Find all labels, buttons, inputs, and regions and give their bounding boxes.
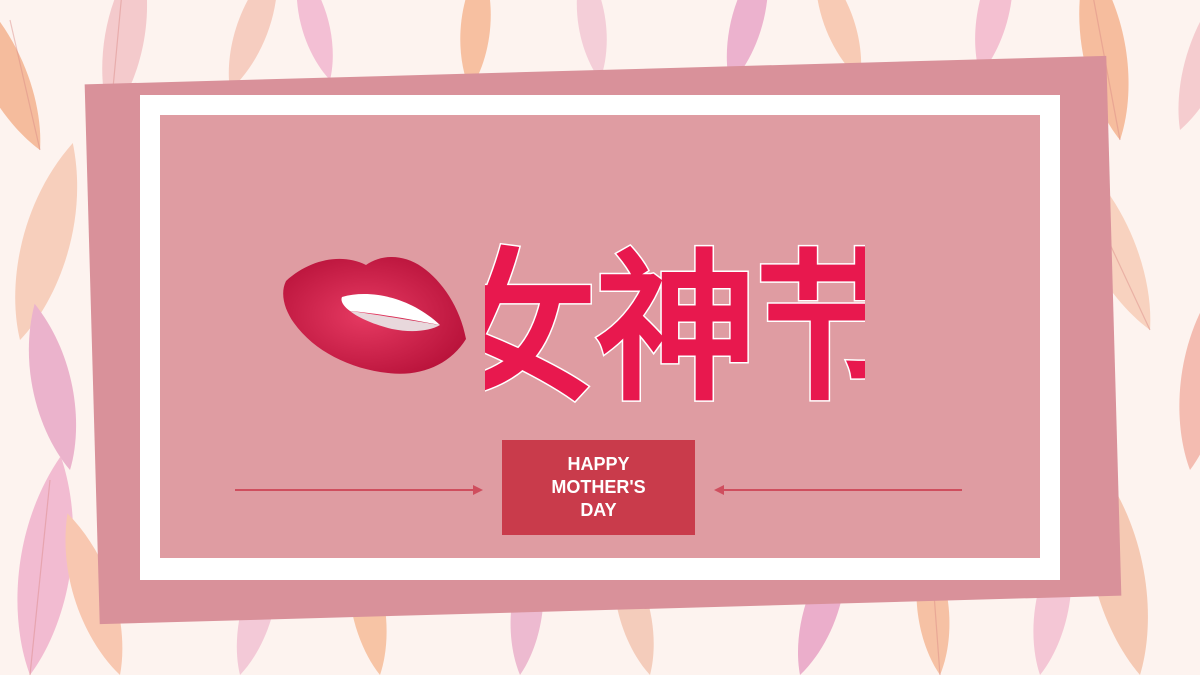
page-title: 女神节 — [485, 236, 865, 424]
lips-icon — [283, 257, 466, 374]
badge-line-2: MOTHER'S — [551, 477, 646, 497]
arrow-right-icon — [235, 485, 483, 495]
badge-line-1: HAPPY — [567, 454, 630, 474]
arrow-left-icon — [714, 485, 962, 495]
happy-mothers-day-badge: HAPPY MOTHER'S DAY — [502, 440, 695, 535]
pink-title-panel: 女神节 HAPPY MOTHER'S DAY — [160, 115, 1040, 558]
white-frame: 女神节 HAPPY MOTHER'S DAY — [140, 95, 1060, 580]
title-graphic: 女神节 — [485, 235, 865, 426]
badge-line-3: DAY — [580, 500, 617, 520]
